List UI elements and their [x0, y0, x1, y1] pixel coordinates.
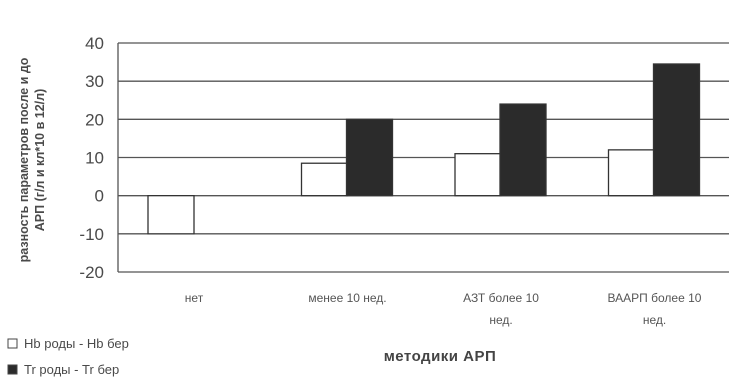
y-tick-label: 0 [95, 187, 104, 206]
bar-tr-3 [652, 63, 701, 197]
bar-hb-2 [454, 153, 502, 197]
x-axis-label: методики АРП [384, 348, 497, 365]
legend-label: Tr роды - Tr бер [24, 362, 119, 377]
bar-hb-0 [147, 195, 195, 235]
y-tick-label: -20 [79, 263, 104, 282]
y-axis-label: разность параметров после и до АРП (г/л и… [17, 57, 47, 262]
legend: Hb роды - Hb бер Tr роды - Tr бер [7, 336, 129, 377]
bar-hb-3 [607, 149, 656, 197]
category-label: АЗТ более 10 [463, 291, 539, 305]
y-tick-label: 40 [85, 34, 104, 53]
y-tick-label: 30 [85, 72, 104, 91]
category-label: нет [185, 291, 204, 305]
bar-tr-1 [345, 118, 394, 197]
y-tick-label: 20 [85, 110, 104, 129]
y-tick-label: -10 [79, 225, 104, 244]
category-label: нед. [643, 313, 666, 327]
category-label: ВААРП более 10 [608, 291, 702, 305]
category-labels: нет менее 10 нед. АЗТ более 10 нед. ВААРП бо… [185, 291, 702, 327]
category-label: нед. [489, 313, 512, 327]
bars [147, 63, 701, 235]
legend-label: Hb роды - Hb бер [24, 336, 129, 351]
gridlines [117, 42, 729, 273]
category-label: менее 10 нед. [308, 291, 386, 305]
legend-swatch [7, 338, 18, 349]
y-tick-label: 10 [85, 149, 104, 168]
y-tick-labels: 40 30 20 10 0 -10 -20 [79, 34, 104, 282]
bar-tr-2 [499, 103, 547, 197]
legend-swatch [7, 364, 18, 375]
bar-hb-1 [300, 162, 349, 197]
